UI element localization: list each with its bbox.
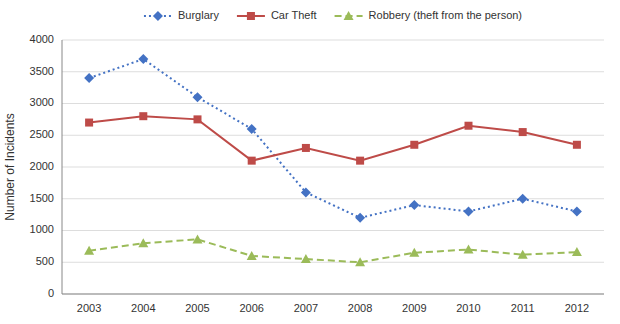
chart-container: 0 500 1000 1500 2000 2500 3000 3500 4000 2003 2004… xyxy=(0,0,620,324)
data-point xyxy=(84,246,94,255)
grid-line xyxy=(62,230,604,231)
grid-line xyxy=(62,40,604,41)
legend-label: Robbery (theft from the person) xyxy=(369,9,522,21)
data-point xyxy=(572,206,582,216)
grid-line xyxy=(62,167,604,168)
data-point xyxy=(247,124,257,134)
series-line xyxy=(89,116,577,160)
plot-area xyxy=(84,54,582,266)
data-point xyxy=(518,194,528,204)
x-axis: 2003 2004 2005 2006 2007 2008 2009 2010 2011 2012 xyxy=(77,302,589,314)
x-tick-label: 2012 xyxy=(565,302,589,314)
data-point xyxy=(409,200,419,210)
y-tick-label: 2000 xyxy=(30,160,54,172)
data-point xyxy=(248,157,256,165)
data-point xyxy=(193,234,203,243)
y-axis-line xyxy=(62,40,63,294)
x-tick-label: 2004 xyxy=(131,302,155,314)
x-tick-label: 2006 xyxy=(239,302,263,314)
data-point xyxy=(138,238,148,247)
y-tick-label: 4000 xyxy=(30,33,54,45)
series xyxy=(84,234,582,266)
data-point xyxy=(410,141,418,149)
data-point xyxy=(193,92,203,102)
x-tick-label: 2010 xyxy=(456,302,480,314)
x-tick-label: 2005 xyxy=(185,302,209,314)
data-point xyxy=(302,144,310,152)
data-point xyxy=(247,251,257,260)
grid-line xyxy=(62,103,604,104)
y-tick-label: 3500 xyxy=(30,65,54,77)
y-tick-label: 1000 xyxy=(30,223,54,235)
data-point xyxy=(409,248,419,257)
legend-item: Burglary xyxy=(144,9,219,21)
x-tick-label: 2009 xyxy=(402,302,426,314)
series-line xyxy=(89,239,577,262)
y-tick-label: 500 xyxy=(36,255,54,267)
data-point xyxy=(85,119,93,127)
legend: Burglary Car Theft Robbery (theft from the… xyxy=(144,9,522,21)
data-point xyxy=(301,187,311,197)
x-tick-label: 2011 xyxy=(511,302,535,314)
x-tick-label: 2008 xyxy=(348,302,372,314)
data-point xyxy=(356,157,364,165)
y-axis: 0 500 1000 1500 2000 2500 3000 3500 4000 xyxy=(30,33,604,299)
legend-marker xyxy=(153,11,163,21)
y-tick-label: 2500 xyxy=(30,128,54,140)
data-point xyxy=(573,141,581,149)
y-axis-label: Number of Incidents xyxy=(3,113,17,220)
series xyxy=(85,112,581,164)
data-point xyxy=(355,257,365,266)
data-point xyxy=(84,73,94,83)
chart: 0 500 1000 1500 2000 2500 3000 3500 4000 2003 2004… xyxy=(0,0,620,324)
y-tick-label: 1500 xyxy=(30,192,54,204)
data-point xyxy=(518,250,528,259)
legend-marker xyxy=(344,11,354,20)
series xyxy=(84,54,582,223)
data-point xyxy=(355,213,365,223)
data-point xyxy=(194,115,202,123)
legend-item: Robbery (theft from the person) xyxy=(335,9,522,21)
x-tick-label: 2007 xyxy=(294,302,318,314)
grid-line xyxy=(62,71,604,72)
grid-line xyxy=(62,262,604,263)
data-point xyxy=(464,245,474,254)
legend-item: Car Theft xyxy=(237,9,317,21)
data-point xyxy=(519,128,527,136)
grid-line xyxy=(62,294,604,295)
data-point xyxy=(301,254,311,263)
series-line xyxy=(89,59,577,218)
data-point xyxy=(138,54,148,64)
data-point xyxy=(139,112,147,120)
x-tick-label: 2003 xyxy=(77,302,101,314)
y-tick-label: 0 xyxy=(48,287,54,299)
y-tick-label: 3000 xyxy=(30,96,54,108)
data-point xyxy=(465,122,473,130)
data-point xyxy=(572,247,582,256)
legend-label: Burglary xyxy=(178,9,219,21)
legend-marker xyxy=(247,12,255,20)
legend-label: Car Theft xyxy=(271,9,317,21)
data-point xyxy=(464,206,474,216)
x-axis-line xyxy=(62,294,604,295)
